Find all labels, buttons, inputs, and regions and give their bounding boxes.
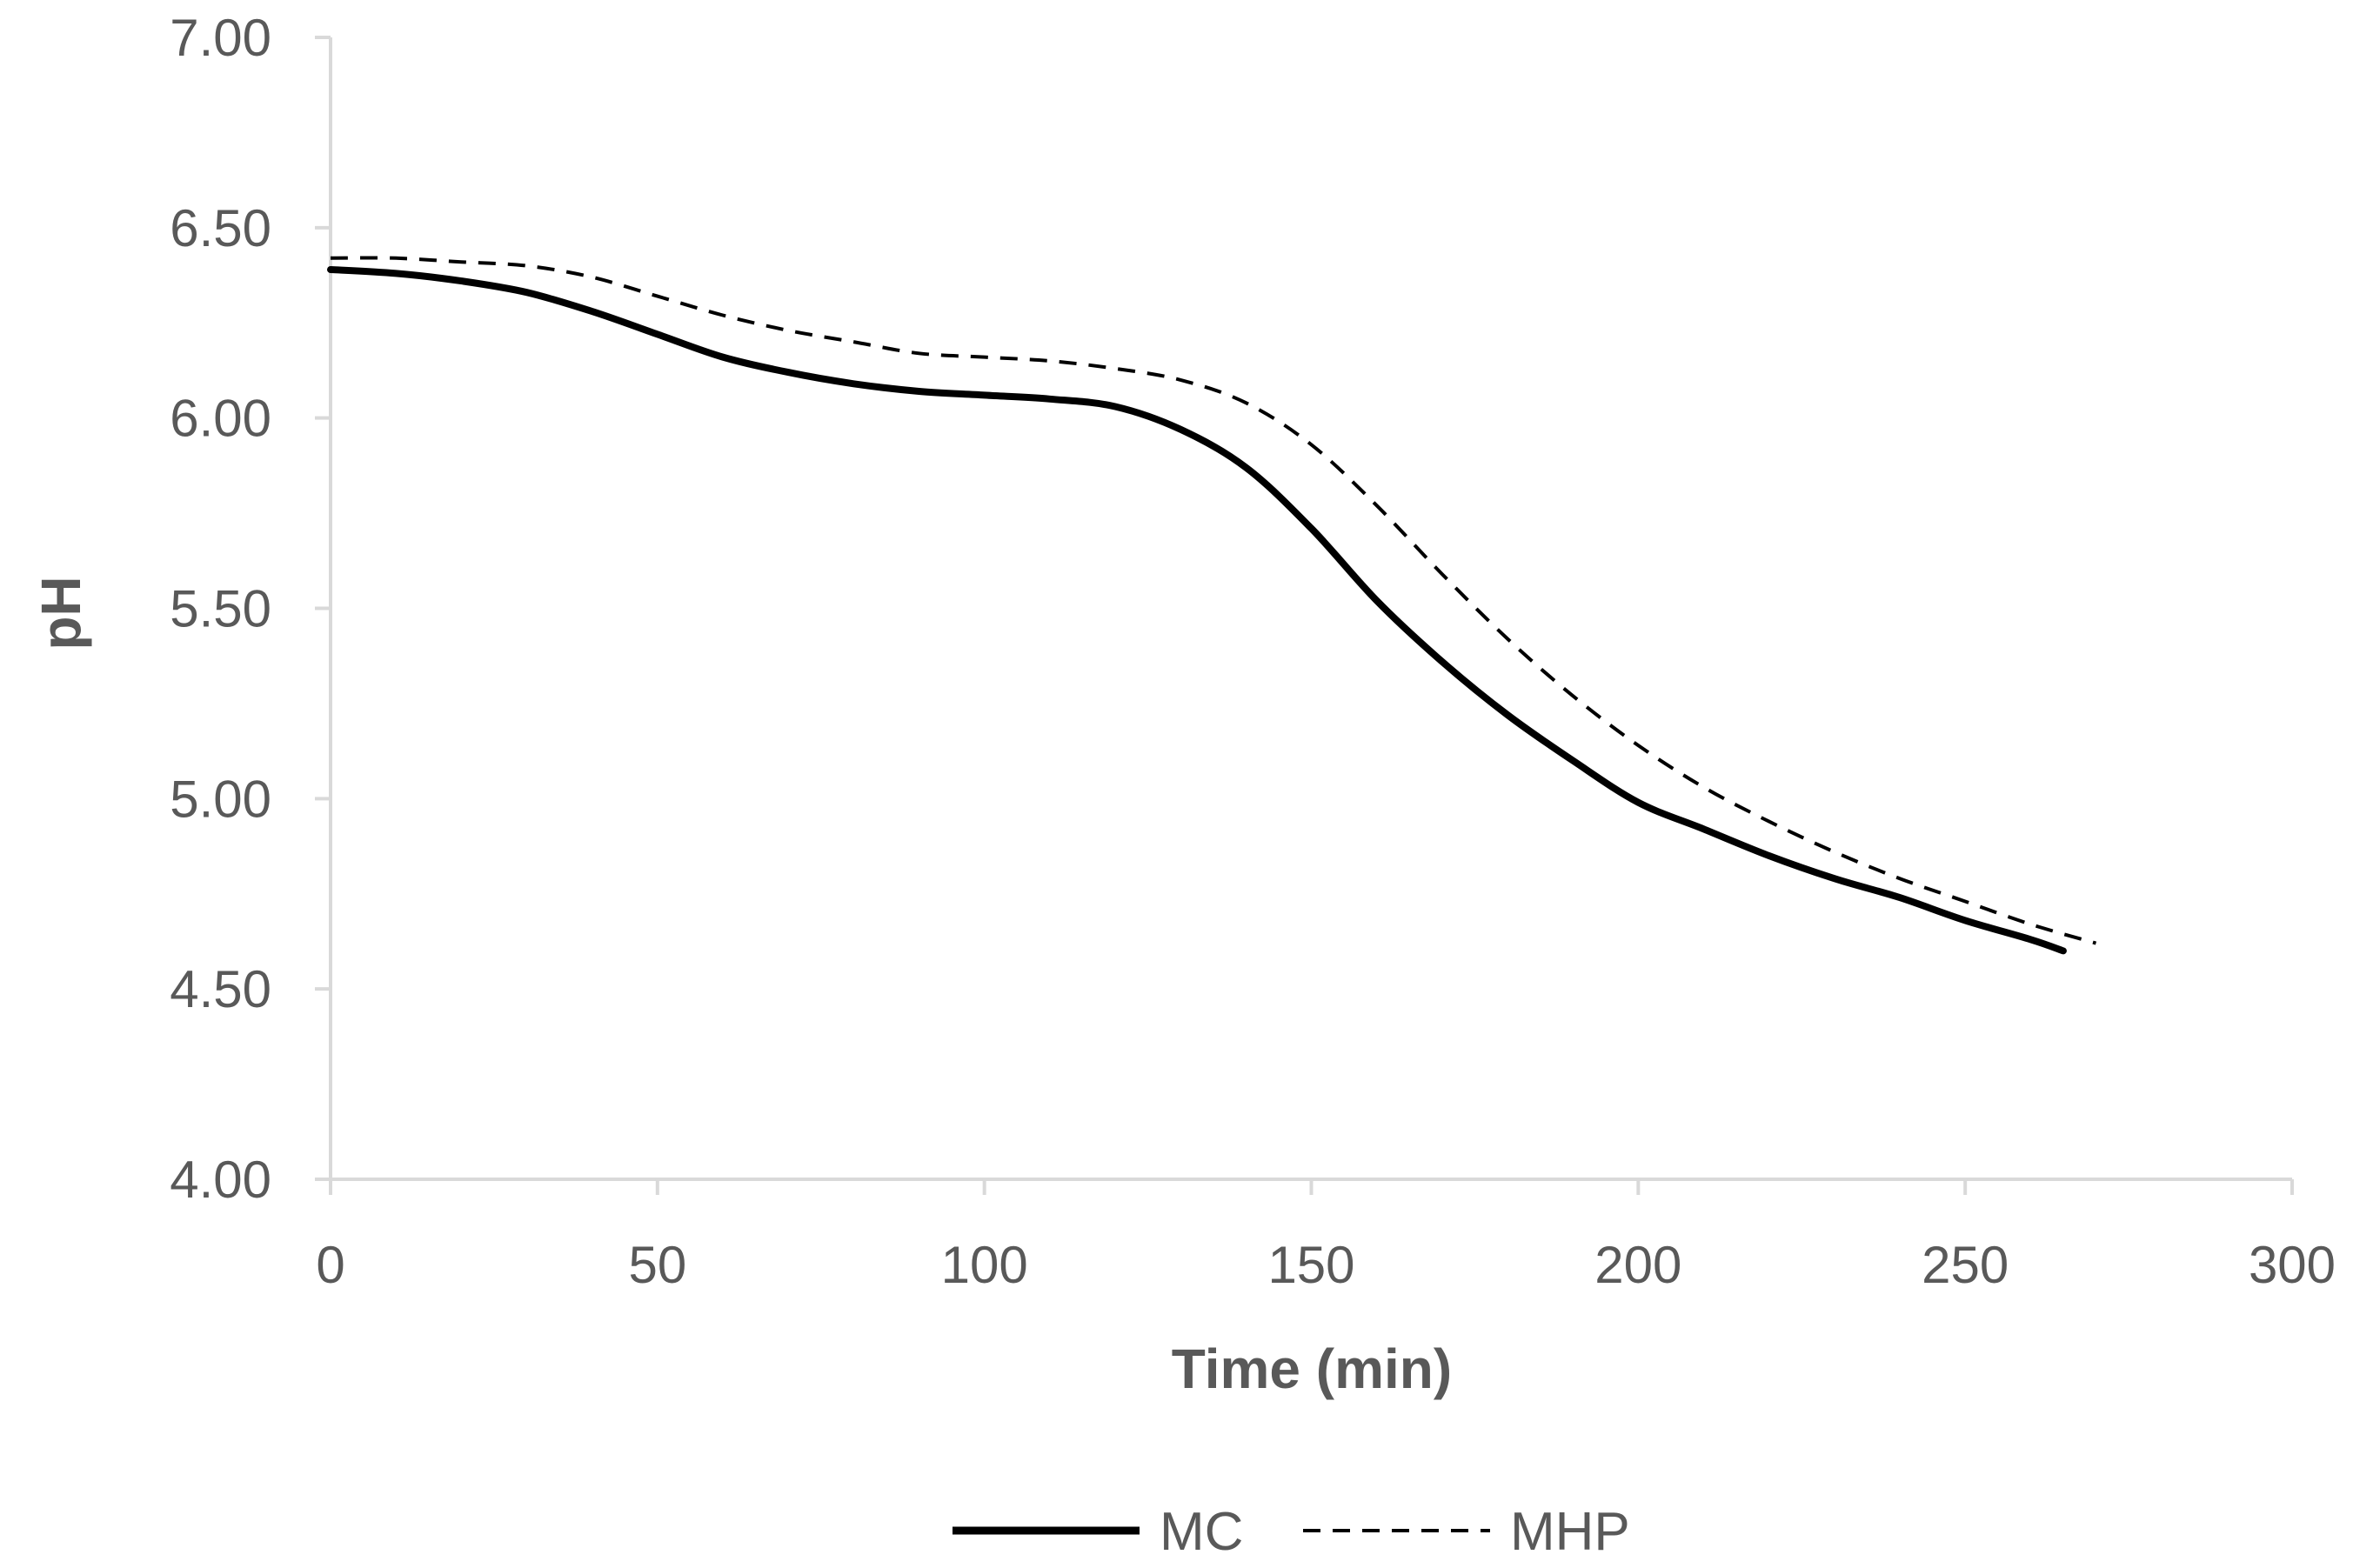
x-tick-label: 200 bbox=[1594, 1236, 1681, 1294]
legend-label-mc: MC bbox=[1160, 1502, 1243, 1562]
y-tick-label: 4.50 bbox=[170, 960, 271, 1018]
y-axis-title: pH bbox=[30, 576, 92, 650]
series-line-mc bbox=[327, 266, 2067, 955]
y-tick-label: 6.00 bbox=[170, 390, 271, 448]
y-tick-label: 4.00 bbox=[170, 1151, 271, 1209]
series-line-mhp bbox=[330, 256, 2097, 945]
y-tick-label: 7.00 bbox=[170, 9, 271, 67]
tick-labels: 4.00 4.50 5.00 5.50 6.00 6.50 7.00 0 50 100 150 200… bbox=[170, 9, 2336, 1294]
y-tick-label: 5.00 bbox=[170, 770, 271, 828]
x-tick-label: 0 bbox=[316, 1236, 344, 1294]
x-axis-title: Time (min) bbox=[1172, 1338, 1452, 1400]
legend: MC MHP bbox=[953, 1502, 1630, 1562]
y-tick-label: 6.50 bbox=[170, 199, 271, 257]
x-tick-label: 250 bbox=[1922, 1236, 2009, 1294]
axes bbox=[315, 36, 2294, 1195]
x-tick-label: 150 bbox=[1267, 1236, 1354, 1294]
x-tick-label: 50 bbox=[628, 1236, 686, 1294]
x-tick-label: 300 bbox=[2249, 1236, 2336, 1294]
legend-label-mhp: MHP bbox=[1510, 1502, 1630, 1562]
series-lines bbox=[327, 256, 2097, 955]
x-tick-label: 100 bbox=[941, 1236, 1028, 1294]
y-tick-label: 5.50 bbox=[170, 580, 271, 638]
